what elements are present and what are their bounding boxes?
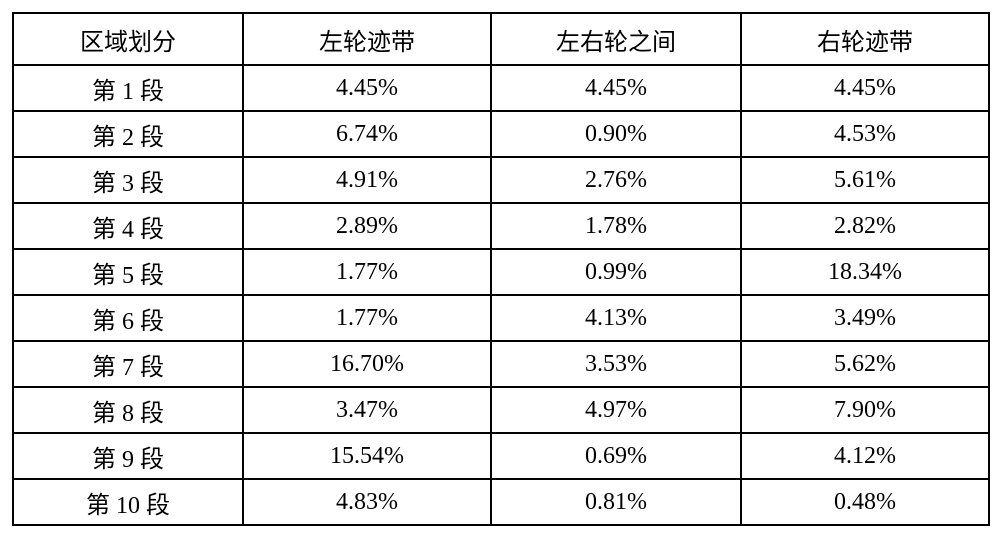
cell-section-label: 第 3 段 xyxy=(13,157,243,203)
cell-left-track-value: 3.47% xyxy=(243,387,491,433)
header-cell-between-wheels: 左右轮之间 xyxy=(491,13,741,65)
cell-section-label: 第 2 段 xyxy=(13,111,243,157)
table-row: 第 2 段 6.74% 0.90% 4.53% xyxy=(13,111,989,157)
cell-between-value: 3.53% xyxy=(491,341,741,387)
cell-between-value: 4.45% xyxy=(491,65,741,111)
cell-between-value: 1.78% xyxy=(491,203,741,249)
cell-left-track-value: 4.83% xyxy=(243,479,491,525)
cell-left-track-value: 6.74% xyxy=(243,111,491,157)
cell-between-value: 0.69% xyxy=(491,433,741,479)
table-row: 第 1 段 4.45% 4.45% 4.45% xyxy=(13,65,989,111)
cell-section-label: 第 4 段 xyxy=(13,203,243,249)
table-row: 第 10 段 4.83% 0.81% 0.48% xyxy=(13,479,989,525)
cell-between-value: 4.97% xyxy=(491,387,741,433)
table-row: 第 8 段 3.47% 4.97% 7.90% xyxy=(13,387,989,433)
cell-section-label: 第 7 段 xyxy=(13,341,243,387)
header-row: 区域划分 左轮迹带 左右轮之间 右轮迹带 xyxy=(13,13,989,65)
cell-left-track-value: 16.70% xyxy=(243,341,491,387)
cell-section-label: 第 10 段 xyxy=(13,479,243,525)
cell-right-track-value: 5.61% xyxy=(741,157,989,203)
data-table: 区域划分 左轮迹带 左右轮之间 右轮迹带 第 1 段 4.45% 4.45% 4… xyxy=(12,12,990,526)
cell-left-track-value: 2.89% xyxy=(243,203,491,249)
cell-left-track-value: 1.77% xyxy=(243,295,491,341)
cell-left-track-value: 15.54% xyxy=(243,433,491,479)
cell-between-value: 0.90% xyxy=(491,111,741,157)
cell-right-track-value: 3.49% xyxy=(741,295,989,341)
cell-right-track-value: 4.45% xyxy=(741,65,989,111)
cell-left-track-value: 4.91% xyxy=(243,157,491,203)
cell-right-track-value: 18.34% xyxy=(741,249,989,295)
cell-between-value: 4.13% xyxy=(491,295,741,341)
header-cell-right-track: 右轮迹带 xyxy=(741,13,989,65)
cell-right-track-value: 4.53% xyxy=(741,111,989,157)
cell-between-value: 2.76% xyxy=(491,157,741,203)
cell-section-label: 第 1 段 xyxy=(13,65,243,111)
table-row: 第 5 段 1.77% 0.99% 18.34% xyxy=(13,249,989,295)
cell-right-track-value: 0.48% xyxy=(741,479,989,525)
table-row: 第 4 段 2.89% 1.78% 2.82% xyxy=(13,203,989,249)
table-row: 第 9 段 15.54% 0.69% 4.12% xyxy=(13,433,989,479)
cell-left-track-value: 4.45% xyxy=(243,65,491,111)
cell-section-label: 第 6 段 xyxy=(13,295,243,341)
cell-right-track-value: 2.82% xyxy=(741,203,989,249)
cell-section-label: 第 8 段 xyxy=(13,387,243,433)
table-row: 第 6 段 1.77% 4.13% 3.49% xyxy=(13,295,989,341)
cell-section-label: 第 5 段 xyxy=(13,249,243,295)
cell-section-label: 第 9 段 xyxy=(13,433,243,479)
cell-left-track-value: 1.77% xyxy=(243,249,491,295)
header-cell-region: 区域划分 xyxy=(13,13,243,65)
table-row: 第 7 段 16.70% 3.53% 5.62% xyxy=(13,341,989,387)
cell-right-track-value: 7.90% xyxy=(741,387,989,433)
table-row: 第 3 段 4.91% 2.76% 5.61% xyxy=(13,157,989,203)
cell-right-track-value: 4.12% xyxy=(741,433,989,479)
header-cell-left-track: 左轮迹带 xyxy=(243,13,491,65)
cell-right-track-value: 5.62% xyxy=(741,341,989,387)
cell-between-value: 0.99% xyxy=(491,249,741,295)
cell-between-value: 0.81% xyxy=(491,479,741,525)
table-header: 区域划分 左轮迹带 左右轮之间 右轮迹带 xyxy=(13,13,989,65)
table-body: 第 1 段 4.45% 4.45% 4.45% 第 2 段 6.74% 0.90… xyxy=(13,65,989,525)
